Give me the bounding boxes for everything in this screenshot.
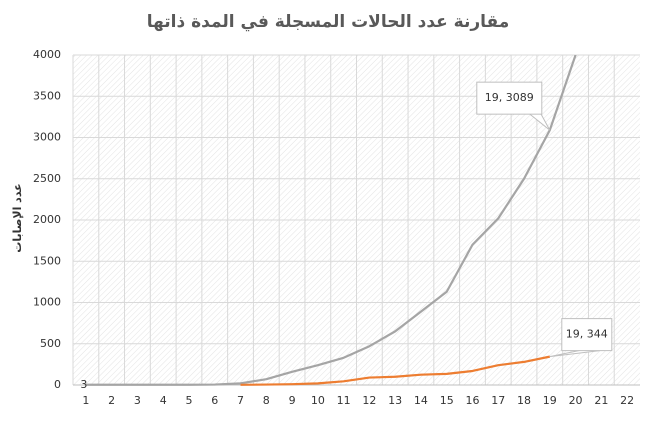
- y-tick-label: 2000: [33, 213, 61, 226]
- y-tick-label: 0: [54, 378, 61, 391]
- x-tick-label: 2: [108, 394, 115, 407]
- y-axis-label: عدد الإصابات: [11, 183, 24, 252]
- data-label: 19, 344: [566, 328, 608, 341]
- y-tick-label: 3000: [33, 131, 61, 144]
- x-tick-label: 8: [263, 394, 270, 407]
- x-tick-label: 11: [337, 394, 351, 407]
- y-tick-label: 3500: [33, 89, 61, 102]
- data-label: 3: [80, 378, 87, 391]
- series-line: [240, 355, 551, 386]
- x-tick-label: 17: [491, 394, 505, 407]
- x-tick-label: 6: [211, 394, 218, 407]
- x-tick-label: 13: [388, 394, 402, 407]
- series-line: [85, 55, 577, 386]
- x-tick-label: 21: [594, 394, 608, 407]
- x-tick-label: 19: [543, 394, 557, 407]
- y-tick-label: 500: [40, 337, 61, 350]
- x-tick-label: 7: [237, 394, 244, 407]
- x-tick-label: 4: [160, 394, 167, 407]
- x-tick-label: 1: [82, 394, 89, 407]
- x-tick-label: 20: [569, 394, 583, 407]
- x-tick-label: 3: [134, 394, 141, 407]
- x-tick-label: 9: [289, 394, 296, 407]
- callout-box: [476, 81, 543, 115]
- x-tick-label: 10: [311, 394, 325, 407]
- y-tick-label: 1000: [33, 296, 61, 309]
- chart-title: مقارنة عدد الحالات المسجلة في المدة ذاته…: [147, 12, 510, 32]
- y-tick-label: 4000: [33, 48, 61, 61]
- y-tick-label: 2500: [33, 172, 61, 185]
- x-tick-label: 5: [185, 394, 192, 407]
- x-tick-label: 16: [465, 394, 479, 407]
- data-label: 19, 3089: [485, 91, 534, 104]
- x-tick-label: 15: [440, 394, 454, 407]
- x-tick-label: 22: [620, 394, 634, 407]
- callout-box: [561, 318, 613, 352]
- x-tick-label: 18: [517, 394, 531, 407]
- x-tick-label: 14: [414, 394, 428, 407]
- y-tick-label: 1500: [33, 254, 61, 267]
- x-tick-label: 12: [362, 394, 376, 407]
- series-group: [85, 55, 577, 386]
